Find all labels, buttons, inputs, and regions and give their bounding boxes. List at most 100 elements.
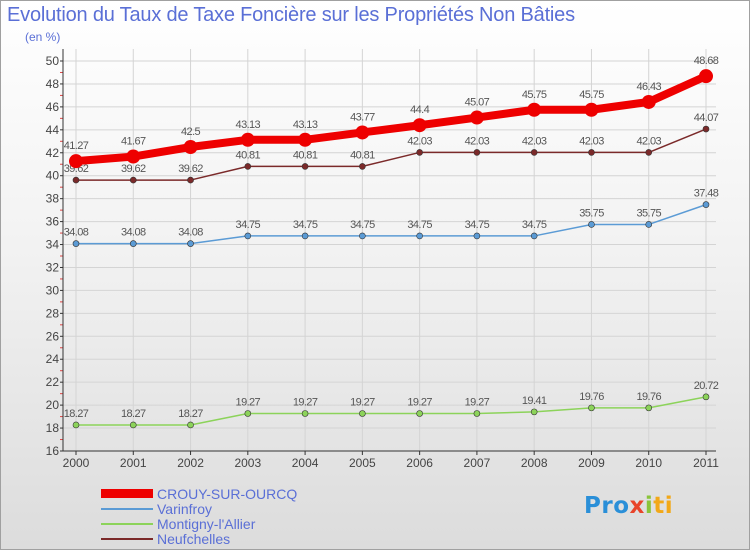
data-label-montigny-l-allier-2004: 19.27 (293, 396, 318, 408)
y-tick-label-22: 22 (46, 375, 60, 389)
legend-label-varinfroy: Varinfroy (157, 500, 212, 517)
point-crouy-sur-ourcq-2008 (527, 102, 542, 117)
point-montigny-l-allier-2000 (72, 421, 80, 429)
point-varinfroy-2001 (129, 240, 137, 247)
y-tick-label-32: 32 (46, 260, 60, 274)
point-neufchelles-2004 (301, 163, 309, 170)
point-varinfroy-2010 (645, 221, 653, 228)
legend-swatch-montigny (101, 522, 153, 525)
data-label-crouy-sur-ourcq-2003: 43.13 (236, 119, 261, 131)
x-tick-label-2002: 2002 (177, 456, 204, 470)
point-montigny-l-allier-2006 (416, 410, 423, 417)
data-label-crouy-sur-ourcq-2002: 42.5 (181, 126, 200, 138)
data-label-montigny-l-allier-2002: 18.27 (178, 408, 203, 420)
y-tick-label-48: 48 (46, 77, 60, 91)
point-neufchelles-2009 (588, 149, 595, 156)
data-label-neufchelles-2006: 42.03 (407, 135, 432, 147)
point-montigny-l-allier-2010 (645, 404, 653, 412)
data-label-varinfroy-2008: 34.75 (522, 219, 547, 231)
data-label-montigny-l-allier-2011: 20.72 (694, 380, 719, 392)
point-varinfroy-2002 (187, 240, 194, 247)
point-crouy-sur-ourcq-2002 (183, 140, 198, 155)
point-neufchelles-2010 (645, 149, 653, 156)
y-tick-label-34: 34 (46, 238, 60, 252)
legend-label-montigny: Montigny-l'Allier (157, 515, 256, 532)
data-label-varinfroy-2011: 37.48 (694, 188, 719, 200)
y-tick-label-30: 30 (46, 283, 60, 297)
data-label-varinfroy-2003: 34.75 (236, 219, 261, 231)
data-label-varinfroy-2010: 35.75 (636, 207, 661, 219)
proxiti-logo: Proxiti (584, 493, 674, 519)
point-montigny-l-allier-2003 (244, 410, 252, 417)
y-tick-label-46: 46 (46, 100, 60, 114)
y-tick-label-18: 18 (46, 421, 60, 435)
point-neufchelles-2000 (72, 176, 80, 184)
data-label-crouy-sur-ourcq-2001: 41.67 (121, 136, 146, 148)
data-label-neufchelles-2004: 40.81 (293, 149, 318, 161)
point-varinfroy-2007 (473, 232, 481, 240)
point-varinfroy-2011 (702, 201, 710, 208)
point-varinfroy-2004 (301, 232, 309, 240)
series-line-crouy-sur-ourcq (72, 72, 710, 166)
y-tick-label-38: 38 (46, 192, 60, 206)
legend-label-crouy: CROUY-SUR-OURCQ (157, 485, 298, 502)
data-label-montigny-l-allier-2008: 19.41 (522, 395, 547, 407)
legend: CROUY-SUR-OURCQ Varinfroy Montigny-l'All… (101, 486, 297, 546)
point-neufchelles-2008 (530, 149, 538, 156)
y-tick-label-50: 50 (46, 54, 60, 68)
y-tick-label-16: 16 (46, 444, 60, 458)
point-crouy-sur-ourcq-2005 (355, 125, 370, 140)
point-montigny-l-allier-2004 (301, 410, 309, 417)
point-varinfroy-2003 (244, 232, 252, 240)
legend-item-crouy: CROUY-SUR-OURCQ (101, 486, 297, 501)
data-label-crouy-sur-ourcq-2007: 45.07 (465, 97, 490, 109)
data-label-crouy-sur-ourcq-2000: 41.27 (64, 140, 89, 152)
chart-subtitle: (en %) (25, 30, 61, 44)
data-label-neufchelles-2001: 39.62 (121, 163, 146, 175)
data-label-montigny-l-allier-2010: 19.76 (636, 391, 661, 403)
chart-title: Evolution du Taux de Taxe Foncière sur l… (7, 4, 575, 26)
data-label-montigny-l-allier-2009: 19.76 (579, 391, 604, 403)
data-label-crouy-sur-ourcq-2010: 46.43 (636, 81, 661, 93)
data-label-neufchelles-2010: 42.03 (636, 135, 661, 147)
point-crouy-sur-ourcq-2003 (240, 132, 255, 147)
point-neufchelles-2003 (244, 163, 252, 170)
data-label-crouy-sur-ourcq-2006: 44.4 (410, 104, 429, 116)
data-label-neufchelles-2009: 42.03 (579, 135, 604, 147)
x-tick-label-2009: 2009 (578, 456, 605, 470)
point-varinfroy-2000 (72, 240, 80, 247)
data-label-neufchelles-2000: 39.62 (64, 163, 89, 175)
data-label-neufchelles-2008: 42.03 (522, 135, 547, 147)
data-label-varinfroy-2004: 34.75 (293, 219, 318, 231)
point-neufchelles-2006 (416, 149, 423, 156)
legend-item-varinfroy: Varinfroy (101, 501, 297, 516)
y-tick-label-28: 28 (46, 306, 60, 320)
x-tick-label-2004: 2004 (292, 456, 319, 470)
data-label-crouy-sur-ourcq-2005: 43.77 (350, 111, 375, 123)
x-tick-label-2006: 2006 (406, 456, 433, 470)
data-label-crouy-sur-ourcq-2009: 45.75 (579, 89, 604, 101)
point-crouy-sur-ourcq-2007 (469, 110, 484, 125)
point-crouy-sur-ourcq-2009 (584, 102, 599, 117)
point-neufchelles-2002 (187, 176, 194, 184)
point-montigny-l-allier-2005 (359, 410, 366, 417)
point-varinfroy-2005 (359, 232, 366, 240)
x-tick-label-2007: 2007 (464, 456, 491, 470)
legend-swatch-crouy (101, 489, 153, 498)
point-varinfroy-2008 (530, 232, 538, 240)
point-montigny-l-allier-2007 (473, 410, 481, 417)
data-label-montigny-l-allier-2007: 19.27 (465, 396, 490, 408)
point-neufchelles-2011 (702, 125, 710, 133)
y-tick-label-44: 44 (46, 123, 60, 137)
data-label-montigny-l-allier-2006: 19.27 (407, 396, 432, 408)
y-tick-label-42: 42 (46, 146, 60, 160)
point-neufchelles-2007 (473, 149, 481, 156)
data-label-varinfroy-2001: 34.08 (121, 227, 146, 239)
y-tick-label-36: 36 (46, 215, 60, 229)
y-tick-label-24: 24 (46, 352, 60, 366)
data-label-montigny-l-allier-2005: 19.27 (350, 396, 375, 408)
point-neufchelles-2001 (129, 176, 137, 184)
point-crouy-sur-ourcq-2011 (699, 69, 713, 84)
data-label-montigny-l-allier-2003: 19.27 (236, 396, 261, 408)
